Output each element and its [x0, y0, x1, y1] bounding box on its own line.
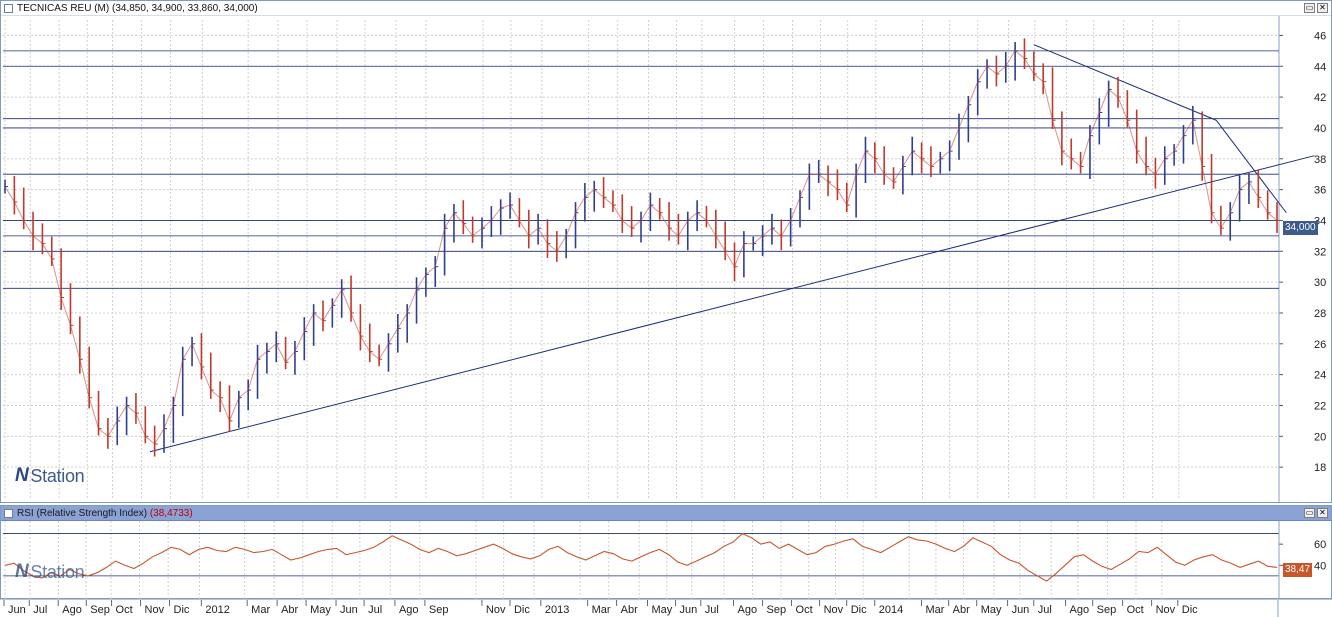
x-tick-label: Mar [926, 604, 945, 616]
x-tick-label: Jul [705, 604, 719, 616]
price-series-line [4, 50, 1278, 445]
time-axis-labels: Jun Jul Ago Sep Oct Nov Dic 2012 Mar Abr May Jun Jul… [3, 600, 1279, 617]
x-tick-label: Abr [281, 604, 298, 616]
rsi-y-tick-label: 40 [1314, 560, 1326, 572]
y-tick-label: 36 [1314, 185, 1326, 197]
time-axis: Jun Jul Ago Sep Oct Nov Dic 2012 Mar Abr May Jun Jul… [0, 599, 1332, 617]
y-tick-label: 44 [1314, 61, 1326, 73]
x-tick-label: Ago [399, 604, 419, 616]
x-tick-label: Mar [592, 604, 611, 616]
falling-trendline-steep [1215, 119, 1287, 214]
price-chart-title: TECNICAS REU (M) (34,850, 34,900, 33,860… [17, 2, 258, 14]
rsi-chart-plot[interactable]: 40 60 [1, 521, 1331, 599]
rsi-series-line [4, 532, 1278, 582]
x-tick-label: May [651, 604, 672, 616]
y-tick-label: 20 [1314, 431, 1326, 443]
x-tick-label: Mar [251, 604, 270, 616]
x-tick-label: Dic [174, 604, 190, 616]
y-tick-label: 32 [1314, 246, 1326, 258]
x-tick-label: 2012 [205, 604, 229, 616]
y-tick-label: 38 [1314, 154, 1326, 166]
x-tick-label: Abr [621, 604, 638, 616]
x-tick-label: Dic [514, 604, 530, 616]
y-tick-label: 46 [1314, 30, 1326, 42]
rsi-chart-title: RSI (Relative Strength Index) (38,4733) [17, 507, 193, 519]
x-tick-label: Oct [1127, 604, 1144, 616]
rsi-chart-pane[interactable]: RSI (Relative Strength Index) (38,4733) … [0, 505, 1332, 599]
x-tick-label: Ago [1070, 604, 1090, 616]
rising-trendline [149, 155, 1315, 453]
close-button[interactable]: ✕ [1317, 3, 1328, 13]
restore-button[interactable]: ▭ [1304, 3, 1315, 13]
x-tick-label: Abr [953, 604, 970, 616]
x-tick-label: Nov [1156, 604, 1176, 616]
x-tick-label: 2013 [545, 604, 569, 616]
y-tick-label: 26 [1314, 339, 1326, 351]
y-tick-label: 30 [1314, 277, 1326, 289]
x-tick-label: May [981, 604, 1002, 616]
x-tick-label: Jun [8, 604, 26, 616]
x-tick-label: Jun [680, 604, 698, 616]
last-rsi-tag: 38,47 [1283, 563, 1313, 577]
y-tick-label: 40 [1314, 123, 1326, 135]
price-chart-pane[interactable]: TECNICAS REU (M) (34,850, 34,900, 33,860… [0, 0, 1332, 503]
rsi-restore-button[interactable]: ▭ [1304, 508, 1315, 518]
x-tick-label: Sep [767, 604, 787, 616]
y-tick-label: 42 [1314, 92, 1326, 104]
x-tick-label: Sep [429, 604, 449, 616]
x-tick-label: Jun [340, 604, 358, 616]
x-tick-label: Jun [1012, 604, 1030, 616]
y-tick-label: 18 [1314, 462, 1326, 474]
pane-menu-icon[interactable] [4, 3, 13, 13]
x-tick-label: Jul [368, 604, 382, 616]
x-tick-label: Dic [1182, 604, 1198, 616]
y-tick-label: 22 [1314, 400, 1326, 412]
netstation-watermark: N Station [15, 561, 85, 583]
x-tick-label: May [310, 604, 331, 616]
y-tick-label: 24 [1314, 370, 1326, 382]
x-tick-label: Nov [145, 604, 165, 616]
rsi-chart-title-bar: RSI (Relative Strength Index) (38,4733) … [1, 506, 1331, 521]
x-tick-label: Jul [1038, 604, 1052, 616]
netstation-logo-mark: N [15, 465, 29, 486]
last-price-tag: 34,000 [1283, 221, 1318, 235]
price-chart-title-bar: TECNICAS REU (M) (34,850, 34,900, 33,860… [1, 1, 1331, 16]
x-tick-label: Oct [796, 604, 813, 616]
netstation-logo: N Station [15, 465, 85, 487]
x-tick-label: Ago [62, 604, 82, 616]
x-tick-label: Ago [738, 604, 758, 616]
x-tick-label: Sep [90, 604, 110, 616]
netstation-watermark-text: Station [30, 561, 85, 582]
falling-trendline [1033, 44, 1217, 121]
x-tick-label: Nov [486, 604, 506, 616]
rsi-pane-menu-icon[interactable] [4, 508, 13, 518]
x-tick-label: 2014 [879, 604, 903, 616]
rsi-y-tick-label: 60 [1314, 539, 1326, 551]
netstation-logo-text: Station [30, 465, 85, 486]
rsi-close-button[interactable]: ✕ [1317, 508, 1328, 518]
x-tick-label: Oct [116, 604, 133, 616]
y-tick-label: 28 [1314, 308, 1326, 320]
netstation-watermark-mark: N [15, 561, 29, 582]
x-tick-label: Sep [1097, 604, 1117, 616]
x-tick-label: Dic [851, 604, 867, 616]
x-tick-label: Jul [33, 604, 47, 616]
x-tick-label: Nov [824, 604, 844, 616]
